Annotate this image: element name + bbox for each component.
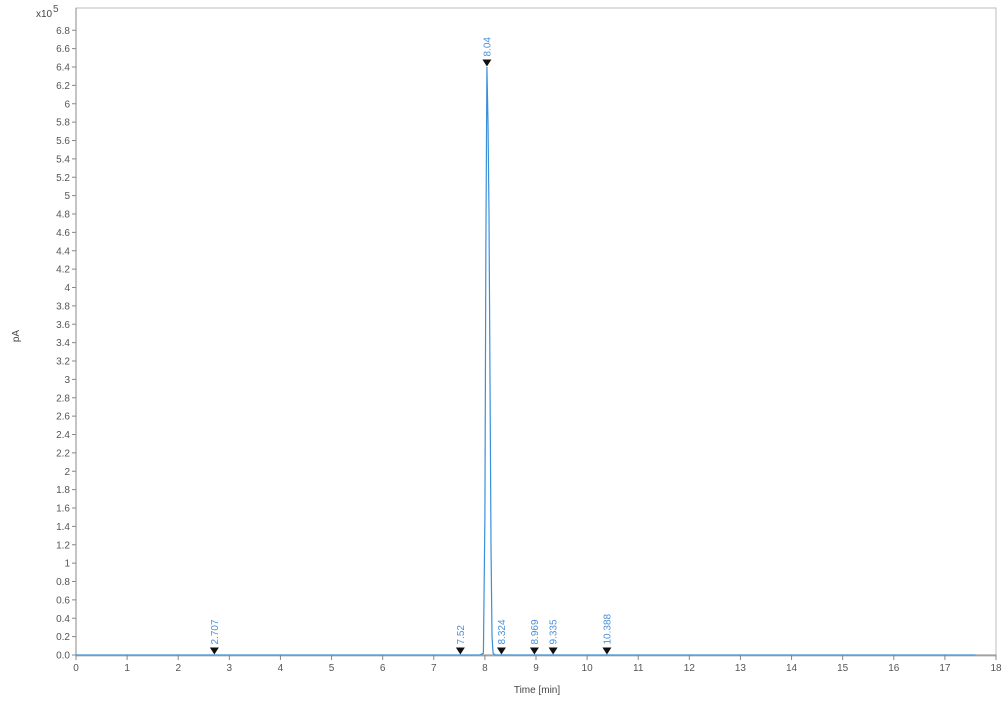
y-tick-label: 4.4 bbox=[56, 246, 70, 257]
y-tick-label: 0.8 bbox=[56, 577, 70, 588]
x-tick-label: 5 bbox=[329, 663, 335, 674]
y-tick-label: 0.4 bbox=[56, 614, 70, 625]
y-tick-label: 5.6 bbox=[56, 136, 70, 147]
y-multiplier-label: x10 bbox=[36, 9, 53, 20]
x-tick-label: 12 bbox=[684, 663, 696, 674]
peak-label: 7.52 bbox=[456, 625, 467, 645]
x-tick-label: 18 bbox=[990, 663, 1002, 674]
y-tick-label: 3.2 bbox=[56, 357, 70, 368]
x-tick-label: 11 bbox=[633, 663, 644, 674]
y-tick-label: 2 bbox=[64, 467, 70, 478]
x-tick-label: 2 bbox=[175, 663, 181, 674]
peak-label: 9.335 bbox=[549, 619, 560, 644]
peak-marker bbox=[482, 59, 492, 67]
y-tick-label: 2.8 bbox=[56, 393, 70, 404]
peak-marker bbox=[602, 647, 612, 655]
x-tick-label: 6 bbox=[380, 663, 386, 674]
x-tick-label: 1 bbox=[124, 663, 130, 674]
y-axis: 0.0 0.2 0.4 0.6 0.8 1 1.2 1.4 1.6 1.8 2 2.2 2.4 2.6 2.… bbox=[56, 8, 77, 662]
x-axis: 0 1 2 3 4 5 6 7 8 9 10 11 12 13 14 15 16 17 18 bbox=[73, 654, 1002, 674]
y-tick-label: 3.8 bbox=[56, 301, 70, 312]
y-tick-label: 4.8 bbox=[56, 210, 70, 221]
y-tick-label: 1.4 bbox=[56, 522, 70, 533]
peak-label: 8.969 bbox=[530, 619, 541, 644]
y-tick-label: 6.8 bbox=[56, 26, 70, 37]
y-tick-label: 2.6 bbox=[56, 412, 70, 423]
y-tick-label: 5.2 bbox=[56, 173, 70, 184]
y-tick-label: 5.8 bbox=[56, 118, 70, 129]
peak-marker bbox=[496, 647, 506, 655]
x-tick-label: 7 bbox=[431, 663, 437, 674]
y-tick-label: 4.2 bbox=[56, 265, 70, 276]
x-tick-label: 17 bbox=[939, 663, 951, 674]
y-tick-label: 1.8 bbox=[56, 485, 70, 496]
x-tick-label: 4 bbox=[278, 663, 284, 674]
y-tick-label: 4.6 bbox=[56, 228, 70, 239]
x-tick-label: 10 bbox=[582, 663, 594, 674]
peak-label: 10.388 bbox=[602, 613, 613, 644]
x-tick-label: 15 bbox=[837, 663, 849, 674]
y-tick-label: 0.2 bbox=[56, 632, 70, 643]
y-tick-label: 1 bbox=[64, 559, 70, 570]
peak-marker bbox=[529, 647, 539, 655]
y-tick-label: 5 bbox=[64, 191, 70, 202]
y-tick-label: 5.4 bbox=[56, 154, 70, 165]
peak-label: 8.324 bbox=[497, 619, 508, 644]
x-axis-title: Time [min] bbox=[514, 685, 561, 696]
y-tick-label: 6 bbox=[64, 99, 70, 110]
y-exponent-label: 5 bbox=[53, 4, 59, 15]
series-line bbox=[76, 66, 976, 656]
x-tick-label: 8 bbox=[482, 663, 488, 674]
plot-frame bbox=[75, 7, 997, 657]
y-tick-label: 6.2 bbox=[56, 81, 70, 92]
y-tick-label: 0.0 bbox=[56, 651, 70, 662]
y-tick-label: 6.6 bbox=[56, 44, 70, 55]
x-tick-label: 14 bbox=[786, 663, 798, 674]
x-tick-label: 9 bbox=[533, 663, 539, 674]
peak-label: 2.707 bbox=[210, 619, 221, 644]
x-tick-label: 13 bbox=[735, 663, 747, 674]
x-tick-label: 0 bbox=[73, 663, 79, 674]
y-tick-label: 4 bbox=[64, 283, 70, 294]
y-tick-label: 1.2 bbox=[56, 540, 70, 551]
x-tick-label: 3 bbox=[227, 663, 233, 674]
y-tick-label: 1.6 bbox=[56, 504, 70, 515]
peak-marker bbox=[209, 647, 219, 655]
y-tick-label: 0.6 bbox=[56, 595, 70, 606]
y-tick-label: 2.4 bbox=[56, 430, 70, 441]
peak-marker bbox=[455, 647, 465, 655]
y-tick-label: 3.4 bbox=[56, 338, 70, 349]
y-tick-label: 3 bbox=[64, 375, 70, 386]
y-tick-label: 3.6 bbox=[56, 320, 70, 331]
y-tick-label: 2.2 bbox=[56, 448, 70, 459]
y-axis-title: pA bbox=[11, 330, 22, 343]
y-tick-label: 6.4 bbox=[56, 63, 70, 74]
x-tick-label: 16 bbox=[888, 663, 900, 674]
peak-label: 8.04 bbox=[482, 37, 493, 57]
peak-marker bbox=[548, 647, 558, 655]
peak-markers: 2.707 7.52 8.04 8.324 8.969 9.335 10.388 bbox=[209, 37, 613, 655]
